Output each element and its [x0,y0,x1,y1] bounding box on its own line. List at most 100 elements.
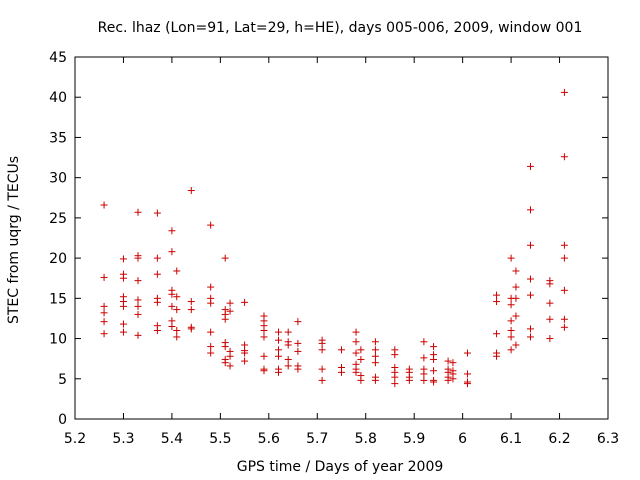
data-point [352,368,360,376]
data-point [275,368,283,376]
data-point [221,343,229,351]
data-point [560,254,568,262]
data-point [260,367,268,375]
data-point [391,373,399,381]
data-point [294,339,302,347]
data-point [507,254,515,262]
data-point [420,354,428,362]
x-tick-label: 5.3 [112,431,134,447]
data-point [430,367,438,375]
data-point [371,338,379,346]
data-point [507,317,515,325]
data-point [420,376,428,384]
data-point [153,209,161,217]
data-point [420,370,428,378]
data-point [260,333,268,341]
data-point [226,352,234,360]
x-tick-label: 6.1 [500,431,522,447]
data-point [430,355,438,363]
data-point [134,310,142,318]
data-point [430,343,438,351]
data-point [371,352,379,360]
data-point [168,227,176,235]
data-point [134,331,142,339]
data-point [187,298,195,306]
data-point [512,267,520,275]
data-point [153,270,161,278]
data-point [507,333,515,341]
data-point [153,298,161,306]
data-point [357,346,365,354]
data-point [318,376,326,384]
data-point [560,241,568,249]
data-point [221,359,229,367]
data-point [275,346,283,354]
data-point [493,298,501,306]
data-point [526,206,534,214]
data-point [275,336,283,344]
data-point [493,291,501,299]
data-point [168,290,176,298]
data-point [405,376,413,384]
data-point [207,221,215,229]
data-point [449,375,457,383]
data-point [294,365,302,373]
data-point [526,241,534,249]
data-point [493,352,501,360]
data-point [134,302,142,310]
data-point [463,380,471,388]
data-point [526,162,534,170]
data-point [134,296,142,304]
data-point [512,283,520,291]
data-point [134,277,142,285]
y-axis: 0 5 10 15 20 25 30 35 40 45 [49,50,608,428]
data-point [207,328,215,336]
data-point [100,318,108,326]
data-point [371,359,379,367]
data-point [207,283,215,291]
x-axis: 5.2 5.3 5.4 5.5 5.6 5.7 5.8 5.9 6 6.1 6.2 6.3 [64,57,619,447]
data-point [173,327,181,335]
data-point [526,333,534,341]
data-point [119,274,127,282]
data-point [357,355,365,363]
data-point [153,327,161,335]
y-tick-label: 40 [49,90,67,106]
data-point [153,254,161,262]
y-tick-label: 5 [58,372,67,388]
data-point [371,346,379,354]
data-point [526,325,534,333]
x-tick-label: 6.3 [597,431,619,447]
x-tick-label: 6.2 [548,431,570,447]
data-point [187,325,195,333]
x-tick-label: 5.5 [209,431,231,447]
data-point [391,351,399,359]
x-tick-label: 6 [458,431,467,447]
chart-title: Rec. lhaz (Lon=91, Lat=29, h=HE), days 0… [98,20,583,36]
data-point [241,298,249,306]
data-point [221,315,229,323]
data-point [512,341,520,349]
y-tick-label: 25 [49,211,67,227]
data-point [226,307,234,315]
data-point [284,341,292,349]
data-point [100,309,108,317]
x-tick-label: 5.4 [161,431,183,447]
data-point [275,352,283,360]
data-point [507,346,515,354]
data-point [284,362,292,370]
data-point [560,286,568,294]
data-point [187,187,195,195]
data-point [449,359,457,367]
data-point [100,201,108,209]
data-point [507,327,515,335]
data-point [526,275,534,283]
x-axis-label: GPS time / Days of year 2009 [237,459,444,475]
data-point [100,330,108,338]
data-point [119,328,127,336]
data-point [100,273,108,281]
data-point [284,355,292,363]
data-point [560,323,568,331]
data-point [226,362,234,370]
